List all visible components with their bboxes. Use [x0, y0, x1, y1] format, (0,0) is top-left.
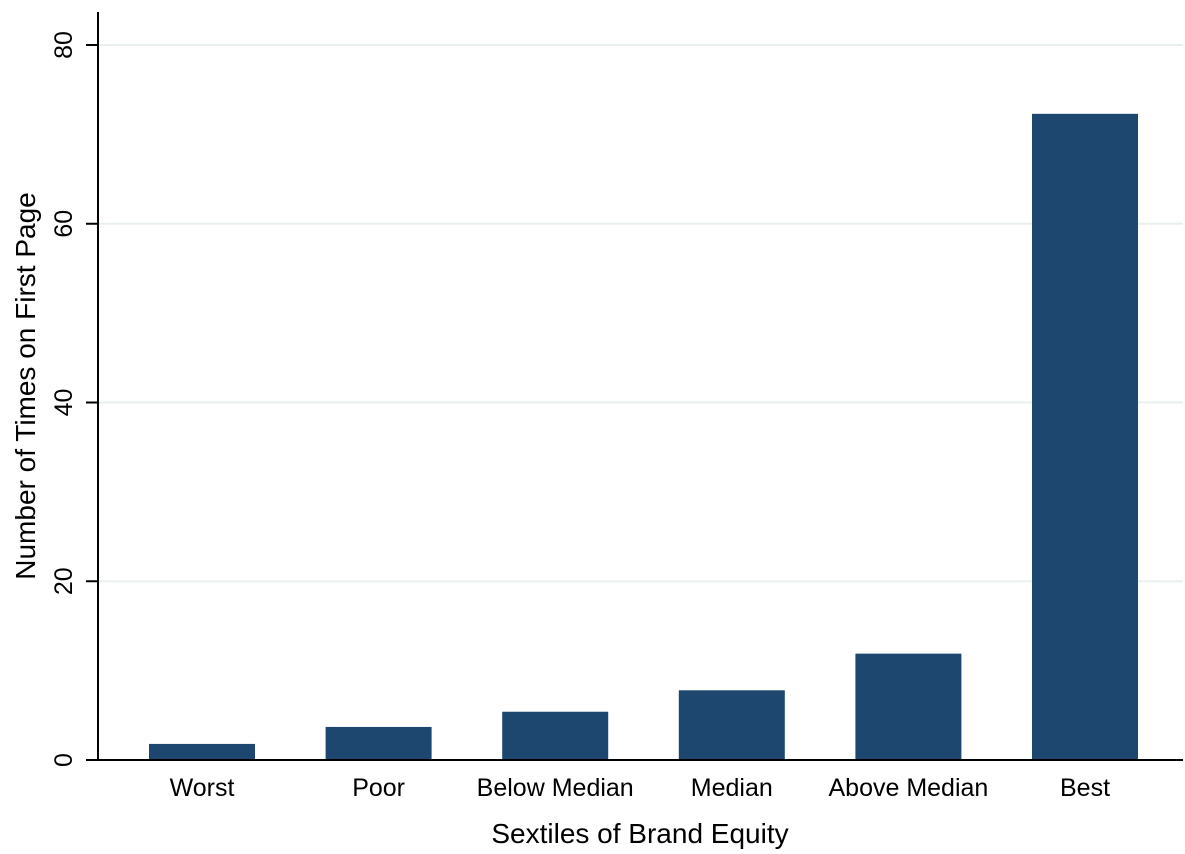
axes	[97, 12, 1183, 761]
y-tick-label: 40	[50, 389, 78, 417]
x-tick-label: Best	[1060, 774, 1110, 802]
y-tick-label: 0	[50, 753, 78, 767]
bar	[149, 743, 255, 760]
x-tick-label: Above Median	[828, 774, 988, 802]
x-tick-label: Worst	[170, 774, 235, 802]
bar	[325, 726, 432, 760]
y-tick-label: 80	[50, 31, 78, 59]
y-axis-title: Number of Times on First Page	[10, 192, 41, 579]
bar	[855, 653, 962, 760]
x-tick-label: Poor	[352, 774, 405, 802]
x-tick-label: Median	[691, 774, 773, 802]
bar	[1032, 113, 1138, 761]
bars	[149, 113, 1138, 761]
gridlines	[99, 44, 1183, 583]
bar	[678, 690, 785, 760]
y-tick-label: 60	[50, 210, 78, 238]
y-ticks: 0 20 40 60 80	[50, 31, 98, 767]
x-ticks: Worst Poor Below Median Median Above Median B…	[170, 774, 1110, 802]
x-axis-title: Sextiles of Brand Equity	[491, 818, 788, 849]
x-tick-label: Below Median	[477, 774, 634, 802]
y-tick-label: 20	[50, 567, 78, 595]
bar	[502, 711, 609, 760]
